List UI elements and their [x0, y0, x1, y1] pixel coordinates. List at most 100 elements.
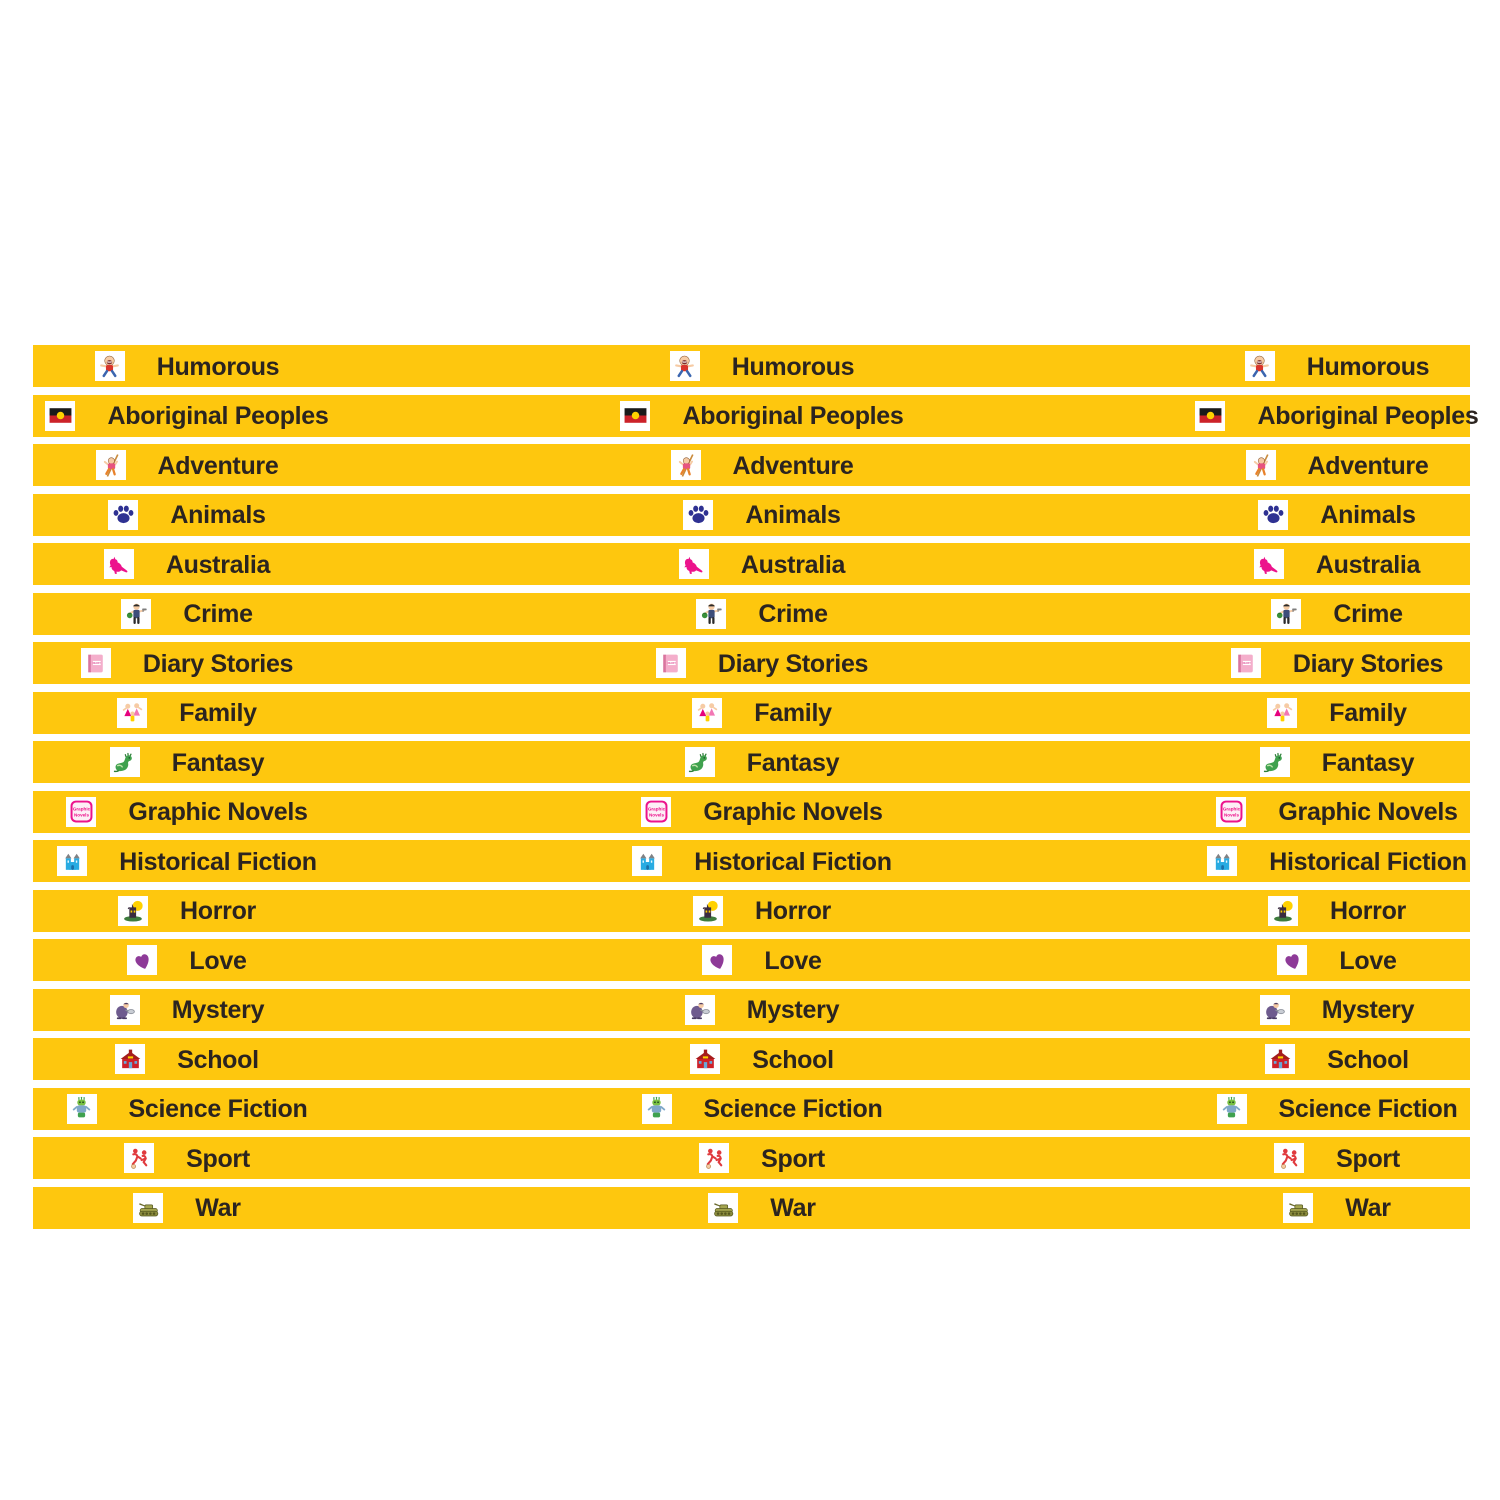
- genre-label: Science Fiction: [1278, 1095, 1458, 1123]
- adventure-icon: [1245, 450, 1276, 480]
- diary-cover-text: DIARY: [1243, 661, 1251, 665]
- genre-label-unit: Mystery: [37, 989, 337, 1031]
- genre-label: Aboriginal Peoples: [682, 402, 904, 430]
- genre-label: Graphic Novels: [703, 798, 883, 826]
- genre-strip-historical-fiction: Historical Fiction Historical Fiction Hist…: [33, 840, 1470, 882]
- genre-label: Fantasy: [746, 748, 840, 777]
- genre-label-unit: Animals: [612, 494, 912, 536]
- diary-cover-text: DIARY: [668, 661, 676, 665]
- sport-icon: [1274, 1143, 1305, 1173]
- genre-label-unit: Adventure: [1187, 444, 1487, 486]
- war-tank-icon: [133, 1192, 164, 1223]
- animals-paw-icon: [108, 499, 139, 530]
- sport-icon: [699, 1143, 730, 1173]
- diary-cover-text: DIARY: [93, 661, 101, 665]
- genre-label-unit: DIARY Diary Stories: [1187, 642, 1487, 684]
- genre-label: Diary Stories: [717, 649, 869, 678]
- genre-label-unit: Animals: [37, 494, 337, 536]
- graphic-novels-icon: Graphic Novels: [66, 796, 97, 827]
- genre-label-unit: Horror: [1187, 890, 1487, 932]
- genre-label: Love: [189, 946, 247, 975]
- graphic-novels-icon: Graphic Novels: [1216, 796, 1247, 827]
- genre-label-unit: Historical Fiction: [1187, 840, 1487, 882]
- genre-label-unit: Animals: [1187, 494, 1487, 536]
- graphic-novels-icon-line1: Graphic: [73, 806, 91, 811]
- genre-label: War: [195, 1194, 241, 1222]
- aboriginal-flag-icon: [620, 400, 651, 431]
- genre-label: Science Fiction: [128, 1095, 308, 1123]
- genre-label: Australia: [740, 550, 846, 579]
- genre-label-unit: Crime: [1187, 593, 1487, 635]
- genre-strip-fantasy-dragon: Fantasy Fantasy Fantasy: [33, 741, 1470, 783]
- genre-label-unit: Fantasy: [612, 741, 912, 783]
- genre-label: Diary Stories: [142, 649, 294, 678]
- graphic-novels-icon-line2: Novels: [1224, 813, 1239, 818]
- genre-label-unit: DIARY Diary Stories: [612, 642, 912, 684]
- genre-label-unit: Science Fiction: [1187, 1088, 1487, 1130]
- genre-label-unit: Fantasy: [37, 741, 337, 783]
- genre-label: Sport: [1336, 1144, 1400, 1173]
- diary-icon: DIARY: [655, 648, 686, 678]
- genre-label-unit: Fantasy: [1187, 741, 1487, 783]
- australia-kangaroo-icon: [1253, 549, 1284, 579]
- genre-strip-adventure: Adventure Adventure Adventure: [33, 444, 1470, 486]
- family-icon: [692, 697, 723, 728]
- genre-label-unit: Historical Fiction: [37, 840, 337, 882]
- genre-label-unit: Love: [1187, 939, 1487, 981]
- science-fiction-icon: [66, 1093, 97, 1124]
- animals-paw-icon: [1258, 499, 1289, 530]
- genre-label: Fantasy: [1321, 748, 1415, 777]
- genre-label-unit: School: [37, 1038, 337, 1080]
- historical-fiction-icon: [1207, 846, 1238, 876]
- genre-label-unit: Science Fiction: [612, 1088, 912, 1130]
- genre-label: Sport: [761, 1144, 825, 1173]
- fantasy-dragon-icon: [109, 747, 140, 777]
- australia-kangaroo-icon: [678, 549, 709, 579]
- genre-label-unit: War: [612, 1187, 912, 1229]
- genre-label: School: [752, 1045, 834, 1074]
- genre-label: Mystery: [746, 996, 840, 1024]
- genre-label-unit: Graphic Novels Graphic Novels: [37, 791, 337, 833]
- genre-strip-aboriginal-flag: Aboriginal Peoples Aboriginal Peoples Abor…: [33, 394, 1479, 437]
- genre-label-unit: Aboriginal Peoples: [612, 395, 912, 437]
- graphic-novels-icon-line1: Graphic: [1223, 806, 1241, 811]
- genre-label-unit: Family: [37, 692, 337, 734]
- sport-icon: [124, 1143, 155, 1173]
- graphic-novels-icon-line2: Novels: [74, 813, 89, 818]
- genre-label-unit: Historical Fiction: [612, 840, 912, 882]
- genre-label: Australia: [1315, 550, 1421, 579]
- science-fiction-icon: [641, 1093, 672, 1124]
- aboriginal-flag-icon: [45, 400, 76, 431]
- genre-label-unit: Crime: [612, 593, 912, 635]
- genre-label: Animals: [745, 501, 841, 529]
- historical-fiction-icon: [57, 846, 88, 876]
- love-heart-icon: [702, 945, 733, 975]
- genre-label-unit: War: [1187, 1187, 1487, 1229]
- genre-label-unit: School: [1187, 1038, 1487, 1080]
- genre-label: Crime: [183, 600, 253, 628]
- genre-label: Graphic Novels: [128, 798, 308, 826]
- graphic-novels-icon: Graphic Novels: [641, 796, 672, 827]
- genre-label: Animals: [170, 501, 266, 529]
- genre-label: Family: [1329, 699, 1407, 727]
- genre-label: Australia: [165, 550, 271, 579]
- genre-label: Diary Stories: [1292, 649, 1444, 678]
- school-icon: [115, 1044, 146, 1074]
- genre-label: Adventure: [732, 451, 854, 480]
- genre-label: Horror: [180, 897, 256, 925]
- genre-label-unit: Graphic Novels Graphic Novels: [1187, 791, 1487, 833]
- genre-label-unit: Aboriginal Peoples: [1187, 395, 1487, 437]
- genre-label: Horror: [1330, 897, 1406, 925]
- genre-label: Love: [1339, 946, 1397, 975]
- genre-label: Family: [754, 699, 832, 727]
- genre-label-unit: Sport: [37, 1137, 337, 1179]
- aboriginal-flag-icon: [1195, 400, 1226, 431]
- genre-label: Adventure: [1307, 451, 1429, 480]
- love-heart-icon: [1277, 945, 1308, 975]
- genre-label: Adventure: [157, 451, 279, 480]
- crime-icon: [1271, 598, 1302, 629]
- science-fiction-icon: [1216, 1093, 1247, 1124]
- fantasy-dragon-icon: [1259, 747, 1290, 777]
- genre-label: Crime: [1333, 600, 1403, 628]
- genre-label-unit: School: [612, 1038, 912, 1080]
